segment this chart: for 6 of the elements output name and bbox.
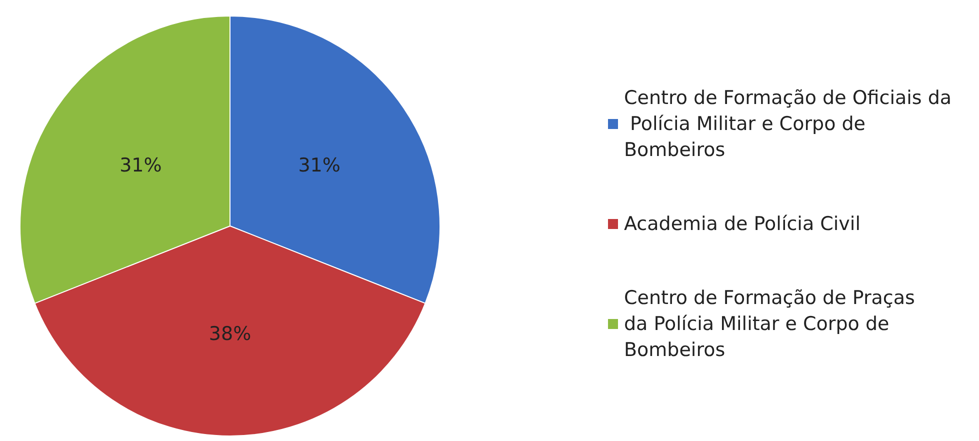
legend-label: Academia de Polícia Civil — [624, 213, 860, 235]
legend-label: Centro de Formação de Praças da Polícia Militar e Corpo de Bombeiros — [624, 287, 921, 361]
data-label: 31% — [120, 154, 162, 176]
legend-label: Centro de Formação de Oficiais da Polícia Militar e Corpo de Bombeiros — [624, 87, 952, 161]
data-label: 31% — [298, 154, 340, 176]
data-label: 38% — [208, 323, 252, 345]
